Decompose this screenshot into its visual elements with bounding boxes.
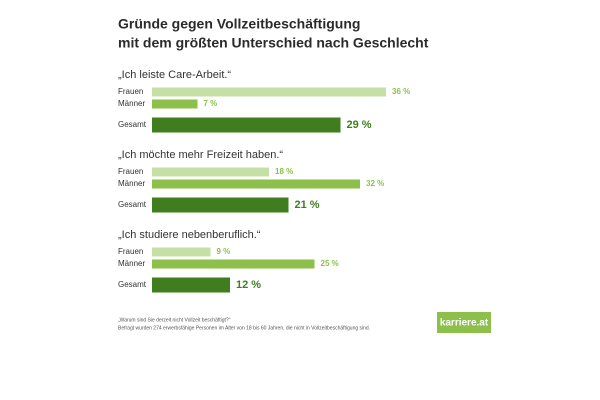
bar [152,117,341,133]
logo: karriere.at [440,318,489,329]
bar [152,99,198,109]
footnote: „Warum sind Sie derzeit nicht Vollzeit b… [118,317,231,323]
value-label: 12 % [236,279,261,291]
value-label: 21 % [295,199,320,211]
chart-title: Gründe gegen Vollzeitbeschäftigung [118,16,360,32]
group-label: „Ich leiste Care-Arbeit.“ [118,69,231,81]
value-label: 9 % [217,247,231,256]
series-label: Frauen [118,167,143,176]
bar [152,277,230,293]
series-label: Männer [118,99,145,108]
value-label: 29 % [347,119,372,131]
bar [152,259,315,269]
value-label: 36 % [392,87,410,96]
bar [152,247,211,257]
value-label: 25 % [321,259,339,268]
bar [152,167,269,177]
value-label: 18 % [275,167,293,176]
bar [152,179,360,189]
footnote: Befragt wurden 274 erwerbsfähige Persone… [118,325,370,331]
bar [152,87,386,97]
value-label: 32 % [366,179,384,188]
series-label: Frauen [118,87,143,96]
group-label: „Ich studiere nebenberuflich.“ [118,229,261,241]
series-label: Gesamt [118,200,147,209]
chart-title: mit dem größten Unterschied nach Geschle… [118,35,429,51]
series-label: Männer [118,259,145,268]
series-label: Männer [118,179,145,188]
value-label: 7 % [204,99,218,108]
series-label: Gesamt [118,280,147,289]
series-label: Frauen [118,247,143,256]
group-label: „Ich möchte mehr Freizeit haben.“ [118,149,283,161]
series-label: Gesamt [118,120,147,129]
logo-box [437,312,491,333]
bar [152,197,289,213]
